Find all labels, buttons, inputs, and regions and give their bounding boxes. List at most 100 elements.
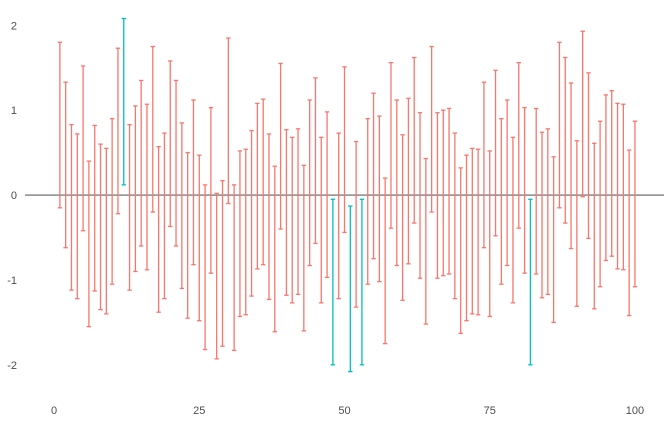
y-tick-label: -2 <box>7 360 17 372</box>
errorbar-red-x26 <box>202 184 208 351</box>
errorbar-red-x71 <box>464 154 469 322</box>
errorbar-red-x66 <box>435 112 440 279</box>
errorbar-red-x1 <box>57 41 63 209</box>
errorbar-red-x8 <box>98 143 103 311</box>
errorbar-red-x28 <box>214 192 219 360</box>
errorbar-red-x78 <box>504 99 510 267</box>
errorbar-red-x38 <box>272 165 277 333</box>
errorbar-red-x63 <box>417 112 423 279</box>
errorbar-red-x4 <box>75 133 80 300</box>
errorbar-red-x43 <box>301 164 307 332</box>
errorbar-red-x77 <box>499 118 504 285</box>
errorbar-series-layer <box>57 17 638 373</box>
errorbar-red-x49 <box>336 132 341 300</box>
errorbar-red-x62 <box>412 56 417 224</box>
errorbar-red-x79 <box>510 136 516 304</box>
errorbar-red-x19 <box>162 132 167 300</box>
errorbar-red-x16 <box>144 103 150 271</box>
y-tick-label: 0 <box>11 190 17 202</box>
errorbar-red-x35 <box>255 102 260 270</box>
errorbar-red-x57 <box>382 177 388 345</box>
errorbar-red-x70 <box>458 167 463 335</box>
errorbar-red-x7 <box>92 124 97 292</box>
errorbar-red-x3 <box>69 123 74 291</box>
errorbar-red-x54 <box>365 118 370 285</box>
errorbar-red-x45 <box>313 77 318 245</box>
errorbar-red-x97 <box>615 102 620 270</box>
errorbar-red-x34 <box>249 129 254 297</box>
errorbar-red-x87 <box>557 41 562 209</box>
errorbar-red-x55 <box>371 92 376 260</box>
errorbar-red-x96 <box>609 89 614 257</box>
errorbar-red-x72 <box>470 147 475 315</box>
errorbar-red-x32 <box>237 150 243 318</box>
errorbar-teal-x82 <box>528 198 533 366</box>
y-tick-label: -1 <box>7 275 17 287</box>
y-axis-tick-labels: -2 -1 0 1 2 <box>7 20 17 372</box>
errorbar-red-x61 <box>406 97 411 265</box>
x-tick-label: 25 <box>193 405 205 417</box>
errorbar-red-x37 <box>266 133 272 301</box>
errorbar-red-x13 <box>127 123 132 291</box>
errorbar-red-x59 <box>394 99 399 267</box>
errorbar-red-x2 <box>63 81 68 249</box>
errorbar-red-x36 <box>260 98 266 266</box>
errorbar-red-x24 <box>191 99 196 266</box>
y-tick-label: 2 <box>11 20 17 32</box>
errorbar-red-x80 <box>516 61 521 229</box>
errorbar-red-x75 <box>487 150 492 318</box>
errorbar-red-x39 <box>278 62 283 230</box>
errorbar-red-x64 <box>423 157 429 325</box>
x-tick-label: 0 <box>51 405 57 417</box>
errorbar-red-x86 <box>551 156 556 324</box>
errorbar-red-x14 <box>133 105 138 273</box>
errorbar-red-x30 <box>226 37 231 205</box>
errorbar-red-x18 <box>156 146 161 313</box>
errorbar-red-x52 <box>353 140 359 308</box>
errorbar-red-x23 <box>185 151 190 319</box>
errorbar-red-x89 <box>568 82 574 250</box>
errorbar-red-x10 <box>109 118 115 285</box>
errorbar-red-x92 <box>586 72 591 240</box>
errorbar-red-x31 <box>231 184 237 352</box>
errorbar-red-x5 <box>80 65 86 232</box>
x-axis-tick-labels: 0 25 50 75 100 <box>51 405 644 417</box>
errorbar-red-x91 <box>580 30 585 198</box>
errorbar-red-x21 <box>173 79 179 247</box>
errorbar-red-x9 <box>104 147 109 315</box>
errorbar-red-x83 <box>534 107 539 275</box>
errorbar-red-x100 <box>632 120 638 288</box>
errorbar-red-x81 <box>522 106 527 274</box>
errorbar-red-x17 <box>150 45 155 213</box>
errorbar-red-x44 <box>307 99 312 267</box>
errorbar-red-x84 <box>539 131 545 299</box>
errorbar-teal-x48 <box>330 198 336 366</box>
errorbar-teal-x12 <box>121 17 126 186</box>
errorbar-red-x25 <box>197 154 202 322</box>
errorbar-teal-x51 <box>348 205 353 373</box>
errorbar-red-x85 <box>545 128 551 296</box>
errorbar-red-x73 <box>475 148 481 316</box>
errorbar-red-x40 <box>284 129 289 296</box>
x-tick-label: 100 <box>626 405 644 417</box>
x-tick-label: 75 <box>484 405 496 417</box>
errorbar-red-x68 <box>446 107 452 275</box>
errorbar-red-x90 <box>574 140 580 307</box>
x-tick-label: 50 <box>338 405 350 417</box>
errorbar-red-x42 <box>295 128 301 296</box>
errorbar-red-x29 <box>220 179 225 347</box>
errorbar-red-x67 <box>441 109 446 277</box>
errorbar-red-x93 <box>592 142 597 310</box>
errorbar-red-x65 <box>429 45 434 213</box>
errorbar-red-x95 <box>603 94 609 262</box>
errorbar-red-x88 <box>563 56 568 224</box>
errorbar-red-x69 <box>452 132 458 300</box>
errorbar-red-x27 <box>208 106 214 274</box>
errorbar-red-x20 <box>168 60 173 228</box>
errorbar-red-x22 <box>179 122 185 290</box>
errorbar-red-x11 <box>115 47 121 215</box>
errorbar-red-x46 <box>319 136 324 304</box>
errorbar-red-x15 <box>138 79 144 247</box>
errorbar-red-x60 <box>400 134 405 301</box>
